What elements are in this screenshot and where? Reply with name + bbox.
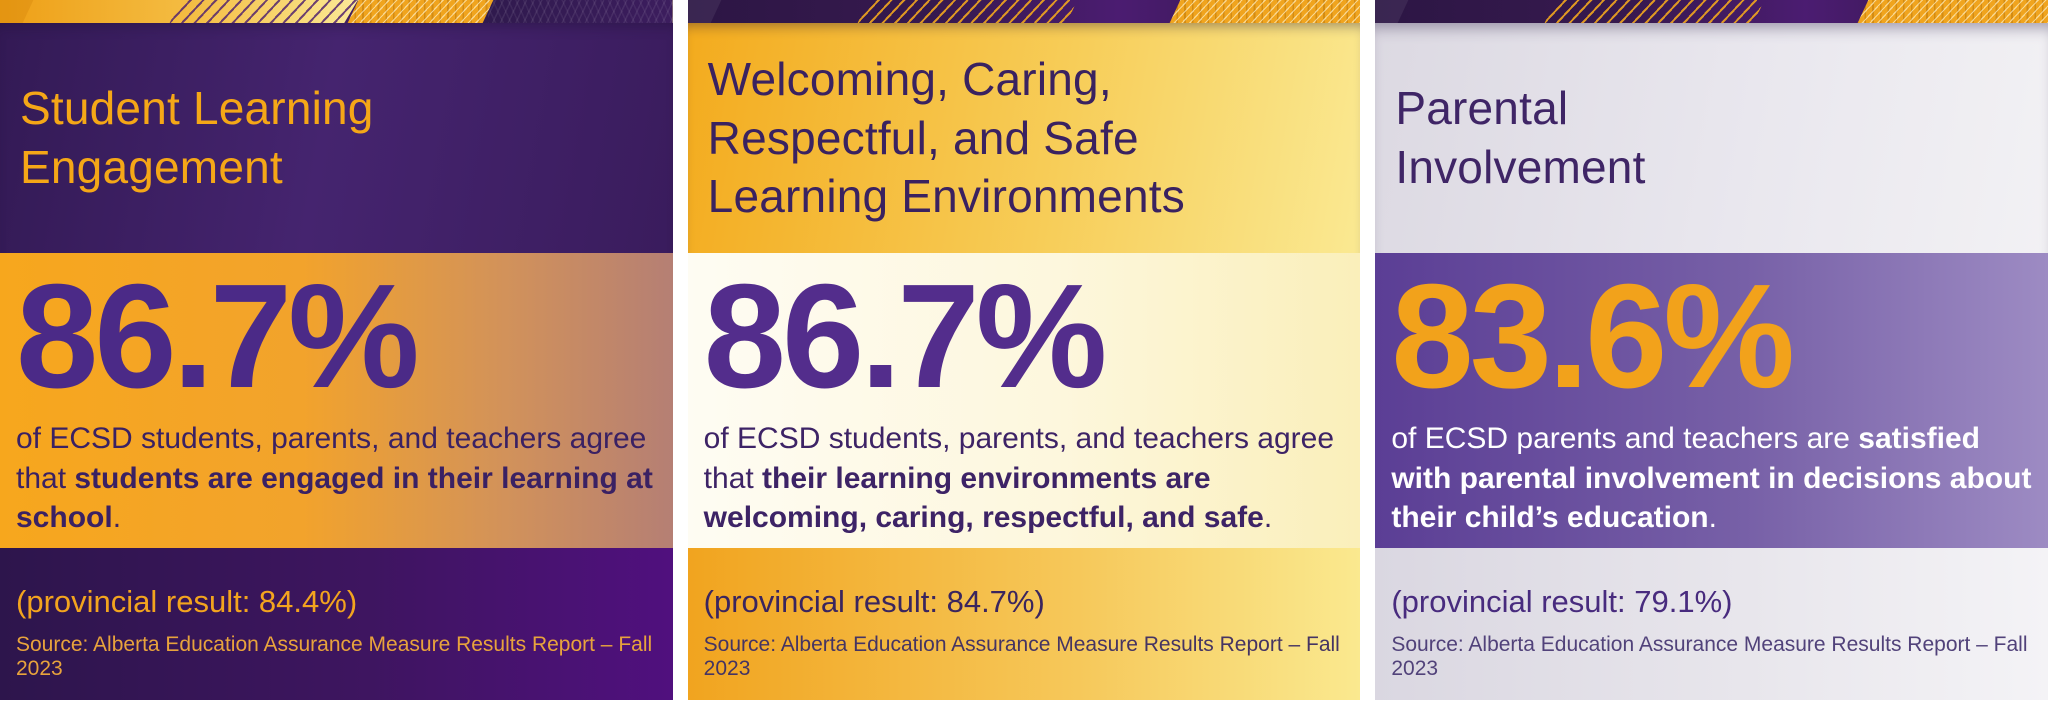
stat-value: 86.7% — [16, 254, 420, 419]
stat-band: 83.6% of ECSD parents and teachers are s… — [1375, 253, 2048, 548]
provincial-result: (provincial result: 84.7%) — [703, 584, 1045, 619]
stat-band: 86.7% of ECSD students, parents, and tea… — [687, 253, 1361, 548]
panel-parental-involvement: Parental Involvement 83.6% of ECSD paren… — [1375, 0, 2048, 700]
decorative-banner — [0, 0, 673, 23]
panel-title: Welcoming, Caring, Respectful, and Safe … — [707, 52, 1185, 223]
stat-body-end: . — [112, 501, 122, 535]
decorative-banner — [687, 0, 1361, 23]
footer-band: (provincial result: 84.4%) Source: Alber… — [0, 548, 673, 700]
stat-description: of ECSD parents and teachers are satisfi… — [1391, 419, 2035, 538]
banner-edge-accent — [687, 0, 722, 23]
stat-body-bold: students are engaged in their learning a… — [16, 461, 653, 535]
source-note: Source: Alberta Education Assurance Meas… — [16, 633, 653, 680]
panel-learning-environments: Welcoming, Caring, Respectful, and Safe … — [687, 0, 1361, 700]
pinstripe-pattern — [1543, 0, 1766, 23]
provincial-result: (provincial result: 79.1%) — [1391, 584, 1733, 619]
footer-band: (provincial result: 79.1%) Source: Alber… — [1375, 548, 2048, 700]
source-note: Source: Alberta Education Assurance Meas… — [703, 633, 1340, 680]
decorative-banner — [1375, 0, 2048, 23]
chevron-pattern — [346, 0, 494, 23]
stat-body-lead: of ECSD parents and teachers are — [1391, 422, 1859, 455]
title-band: Student Learning Engagement — [0, 23, 673, 253]
panel-title: Parental Involvement — [1395, 82, 1646, 193]
stat-value: 83.6% — [1391, 254, 1795, 419]
banner-edge-accent — [0, 0, 35, 23]
stat-body-bold: their learning environments are welcomin… — [703, 461, 1264, 535]
stat-body-lead: of ECSD students, parents, and teachers … — [16, 422, 647, 495]
title-band: Welcoming, Caring, Respectful, and Safe … — [687, 23, 1361, 253]
stat-band: 86.7% of ECSD students, parents, and tea… — [0, 253, 673, 548]
stat-body-lead: of ECSD students, parents, and teachers … — [703, 422, 1335, 495]
stat-body-bold: satisfied with parental involvement in d… — [1391, 422, 2032, 535]
title-band: Parental Involvement — [1375, 23, 2048, 253]
panel-title: Student Learning Engagement — [20, 82, 374, 193]
stat-body-end: . — [1263, 501, 1273, 535]
pinstripe-pattern — [856, 0, 1078, 23]
stat-description: of ECSD students, parents, and teachers … — [704, 419, 1348, 538]
stat-body-end: . — [1708, 501, 1717, 535]
panel-student-learning-engagement: Student Learning Engagement 86.7% of ECS… — [0, 0, 673, 700]
source-note: Source: Alberta Education Assurance Meas… — [1391, 633, 2028, 680]
banner-edge-accent — [1375, 0, 1410, 23]
provincial-result: (provincial result: 84.4%) — [16, 584, 358, 619]
footer-band: (provincial result: 84.7%) Source: Alber… — [687, 548, 1361, 700]
stat-description: of ECSD students, parents, and teachers … — [16, 419, 660, 538]
chevron-pattern — [1856, 0, 2048, 23]
stat-value: 86.7% — [703, 254, 1108, 419]
chevron-pattern — [1169, 0, 1361, 23]
